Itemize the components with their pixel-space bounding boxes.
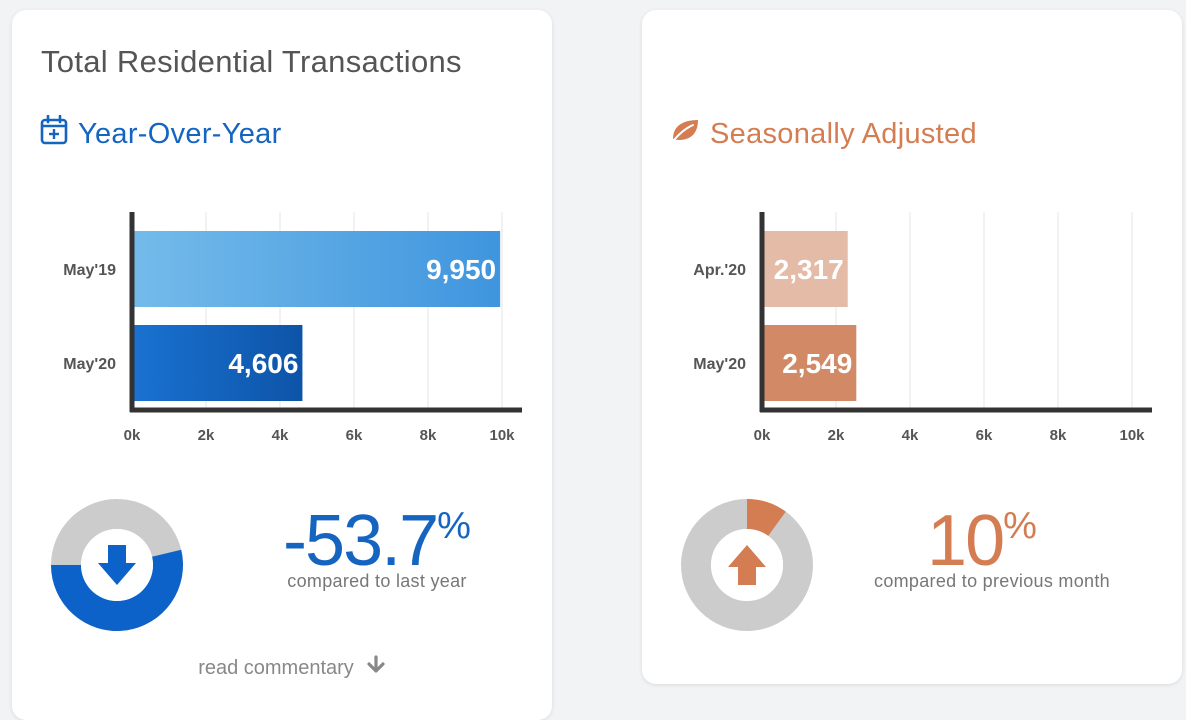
x-tick-label: 0k: [124, 427, 141, 444]
donut-segment: [51, 549, 183, 631]
bar-value-label: 2,317: [774, 254, 844, 285]
sa-section-header: Seasonally Adjusted: [670, 114, 977, 154]
yoy-change-percent: -53.7%: [283, 501, 471, 581]
bar: [762, 325, 857, 401]
seasonally-adjusted-card: Seasonally Adjusted 2,317 Apr.'20 2,549 May…: [642, 10, 1182, 684]
read-commentary-label: read commentary: [198, 656, 354, 679]
category-label: May'20: [63, 356, 116, 373]
bar-value-label: 2,549: [782, 348, 852, 379]
calendar-plus-icon: [40, 114, 68, 153]
section-title: Year-Over-Year: [78, 117, 282, 150]
bar: [762, 231, 848, 307]
category-label: May'20: [693, 356, 746, 373]
sa-donut: [681, 499, 813, 631]
sa-bar-chart: 2,317 Apr.'20 2,549 May'20 0k 2k 4k 6k 8k 10k: [693, 212, 1152, 444]
sa-change-percent: 10%: [927, 501, 1037, 581]
x-tick-label: 2k: [198, 427, 215, 444]
yoy-compare-text: compared to last year: [287, 571, 467, 591]
x-tick-label: 4k: [902, 427, 919, 444]
category-label: May'19: [63, 262, 116, 279]
x-tick-label: 10k: [489, 427, 515, 444]
arrow-up-icon: [728, 545, 766, 585]
bar-value-label: 4,606: [228, 348, 298, 379]
bar: [132, 325, 303, 401]
x-tick-label: 4k: [272, 427, 289, 444]
x-tick-label: 8k: [1050, 427, 1067, 444]
x-tick-label: 10k: [1119, 427, 1145, 444]
bar: [132, 231, 501, 307]
yoy-section-header: Year-Over-Year: [40, 114, 282, 154]
arrow-down-icon: [98, 545, 136, 585]
x-tick-label: 6k: [346, 427, 363, 444]
x-tick-label: 8k: [420, 427, 437, 444]
category-label: Apr.'20: [693, 262, 746, 279]
x-tick-label: 0k: [754, 427, 771, 444]
card-title: Total Residential Transactions: [41, 44, 462, 79]
leaf-icon: [670, 117, 700, 151]
yoy-card: Total Residential Transactions Year-Over…: [12, 10, 552, 720]
sa-compare-text: compared to previous month: [874, 571, 1110, 591]
arrow-down-icon: [366, 655, 386, 681]
x-tick-label: 2k: [828, 427, 845, 444]
bar-value-label: 9,950: [426, 254, 496, 285]
read-commentary-link[interactable]: read commentary: [172, 655, 412, 681]
yoy-donut: [51, 499, 183, 631]
section-title: Seasonally Adjusted: [710, 117, 977, 150]
x-tick-label: 6k: [976, 427, 993, 444]
yoy-bar-chart: 9,950 May'19 4,606 May'20 0k 2k 4k 6k 8k 10k: [63, 212, 522, 444]
donut-segment: [747, 499, 786, 536]
